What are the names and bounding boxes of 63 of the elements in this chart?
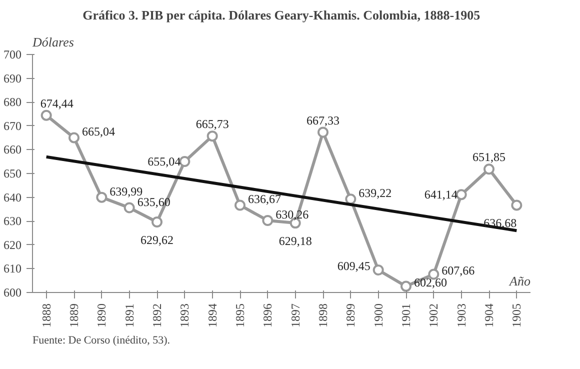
- y-tick-label: 620: [4, 238, 22, 252]
- data-label: 641,14: [424, 188, 458, 202]
- data-label: 629,62: [140, 233, 174, 248]
- point: [206, 130, 218, 142]
- data-label: 636,67: [248, 192, 281, 206]
- data-label: 602,60: [414, 275, 447, 290]
- y-tick-label: 690: [4, 71, 22, 86]
- x-axis-title: Año: [508, 274, 531, 288]
- data-label: 674,44: [40, 96, 74, 110]
- point: [262, 214, 274, 226]
- point: [40, 110, 52, 121]
- data-label: 630,26: [276, 207, 309, 222]
- y-tick-label: 680: [4, 95, 22, 110]
- point: [318, 126, 328, 138]
- x-tick-label: 1894: [205, 304, 220, 328]
- data-label: 629,18: [278, 234, 312, 248]
- data-label: 607,66: [442, 263, 475, 278]
- point: [484, 164, 494, 175]
- x-tick-label: 1888: [39, 304, 54, 328]
- point: [345, 194, 356, 205]
- point: [400, 280, 412, 292]
- x-tick-label: 1890: [94, 304, 109, 328]
- point: [68, 132, 80, 144]
- chart-title: Gráfico 3. PIB per cápita. Dólares Geary-Khamis. Colombia, 1888-1905: [82, 8, 481, 22]
- y-tick-label: 640: [4, 190, 22, 204]
- y-axis-title: Dólares: [32, 34, 74, 50]
- data-label: 667,33: [306, 113, 340, 128]
- y-tick-label: 630: [4, 214, 22, 228]
- point: [96, 192, 108, 203]
- x-tick-label: 1900: [371, 304, 386, 328]
- x-tick-label: 1905: [510, 304, 524, 328]
- data-label: 665,73: [196, 117, 229, 132]
- point: [152, 216, 162, 228]
- y-tick-label: 700: [4, 48, 22, 62]
- x-tick-label: 1902: [426, 304, 441, 328]
- data-label: 639,22: [358, 186, 392, 200]
- y-tick-label: 600: [4, 286, 22, 300]
- y-tick-label: 650: [4, 166, 22, 180]
- x-tick-label: 1893: [178, 304, 192, 328]
- x-tick-label: 1891: [122, 304, 136, 328]
- y-tick-label: 610: [4, 262, 22, 276]
- x-tick-label: 1898: [316, 304, 330, 328]
- point: [511, 200, 522, 211]
- data-label: 636,68: [484, 216, 517, 230]
- data-label: 655,04: [148, 154, 181, 169]
- data-label: 609,45: [337, 259, 370, 274]
- x-tick-label: 1895: [233, 304, 247, 328]
- x-tick-label: 1903: [454, 304, 468, 328]
- y-tick-label: 670: [4, 118, 22, 133]
- x-tick-label: 1901: [399, 304, 413, 328]
- x-tick-label: 1892: [150, 304, 164, 328]
- x-tick-label: 1899: [344, 304, 358, 328]
- data-label: 651,85: [472, 150, 506, 164]
- y-tick-label: 660: [4, 142, 22, 157]
- x-tick-label: 1904: [482, 304, 496, 328]
- point: [234, 200, 246, 211]
- x-tick-label: 1889: [67, 304, 81, 328]
- source-note: Fuente: De Corso (inédito, 53).: [32, 334, 170, 347]
- point: [372, 264, 384, 276]
- x-tick-label: 1896: [260, 304, 275, 328]
- x-tick-label: 1897: [288, 304, 302, 328]
- point: [124, 202, 135, 214]
- data-label: 665,04: [82, 124, 115, 139]
